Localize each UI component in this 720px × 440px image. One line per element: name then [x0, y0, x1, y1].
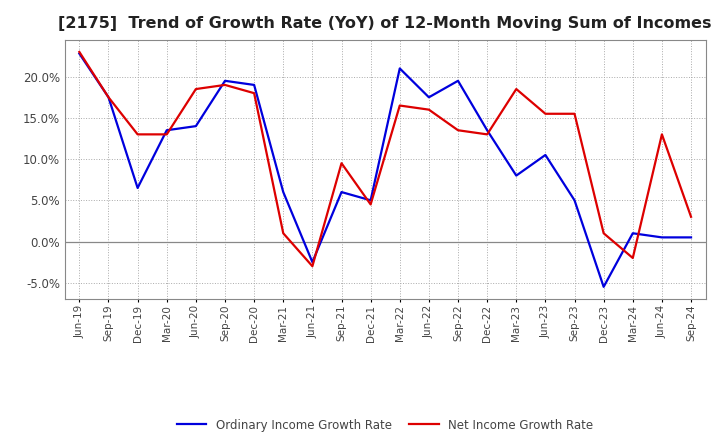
Ordinary Income Growth Rate: [483, 128, 492, 133]
Line: Net Income Growth Rate: Net Income Growth Rate: [79, 52, 691, 266]
Ordinary Income Growth Rate: [308, 260, 317, 265]
Ordinary Income Growth Rate: [279, 190, 287, 195]
Net Income Growth Rate: [133, 132, 142, 137]
Ordinary Income Growth Rate: [599, 284, 608, 290]
Ordinary Income Growth Rate: [395, 66, 404, 71]
Net Income Growth Rate: [541, 111, 550, 117]
Net Income Growth Rate: [366, 202, 375, 207]
Title: [2175]  Trend of Growth Rate (YoY) of 12-Month Moving Sum of Incomes: [2175] Trend of Growth Rate (YoY) of 12-…: [58, 16, 712, 32]
Legend: Ordinary Income Growth Rate, Net Income Growth Rate: Ordinary Income Growth Rate, Net Income …: [172, 414, 598, 436]
Net Income Growth Rate: [454, 128, 462, 133]
Net Income Growth Rate: [483, 132, 492, 137]
Ordinary Income Growth Rate: [657, 235, 666, 240]
Net Income Growth Rate: [192, 86, 200, 92]
Ordinary Income Growth Rate: [687, 235, 696, 240]
Net Income Growth Rate: [337, 161, 346, 166]
Net Income Growth Rate: [395, 103, 404, 108]
Net Income Growth Rate: [570, 111, 579, 117]
Ordinary Income Growth Rate: [192, 124, 200, 129]
Ordinary Income Growth Rate: [250, 82, 258, 88]
Ordinary Income Growth Rate: [629, 231, 637, 236]
Net Income Growth Rate: [308, 264, 317, 269]
Net Income Growth Rate: [75, 49, 84, 55]
Net Income Growth Rate: [250, 91, 258, 96]
Net Income Growth Rate: [657, 132, 666, 137]
Ordinary Income Growth Rate: [133, 185, 142, 191]
Ordinary Income Growth Rate: [337, 190, 346, 195]
Net Income Growth Rate: [104, 95, 113, 100]
Net Income Growth Rate: [220, 82, 229, 88]
Net Income Growth Rate: [687, 214, 696, 220]
Ordinary Income Growth Rate: [425, 95, 433, 100]
Ordinary Income Growth Rate: [541, 152, 550, 158]
Net Income Growth Rate: [512, 86, 521, 92]
Ordinary Income Growth Rate: [570, 198, 579, 203]
Net Income Growth Rate: [599, 231, 608, 236]
Net Income Growth Rate: [163, 132, 171, 137]
Net Income Growth Rate: [279, 231, 287, 236]
Ordinary Income Growth Rate: [163, 128, 171, 133]
Net Income Growth Rate: [629, 255, 637, 260]
Ordinary Income Growth Rate: [366, 198, 375, 203]
Line: Ordinary Income Growth Rate: Ordinary Income Growth Rate: [79, 54, 691, 287]
Ordinary Income Growth Rate: [512, 173, 521, 178]
Ordinary Income Growth Rate: [220, 78, 229, 84]
Ordinary Income Growth Rate: [104, 95, 113, 100]
Net Income Growth Rate: [425, 107, 433, 112]
Ordinary Income Growth Rate: [75, 51, 84, 56]
Ordinary Income Growth Rate: [454, 78, 462, 84]
